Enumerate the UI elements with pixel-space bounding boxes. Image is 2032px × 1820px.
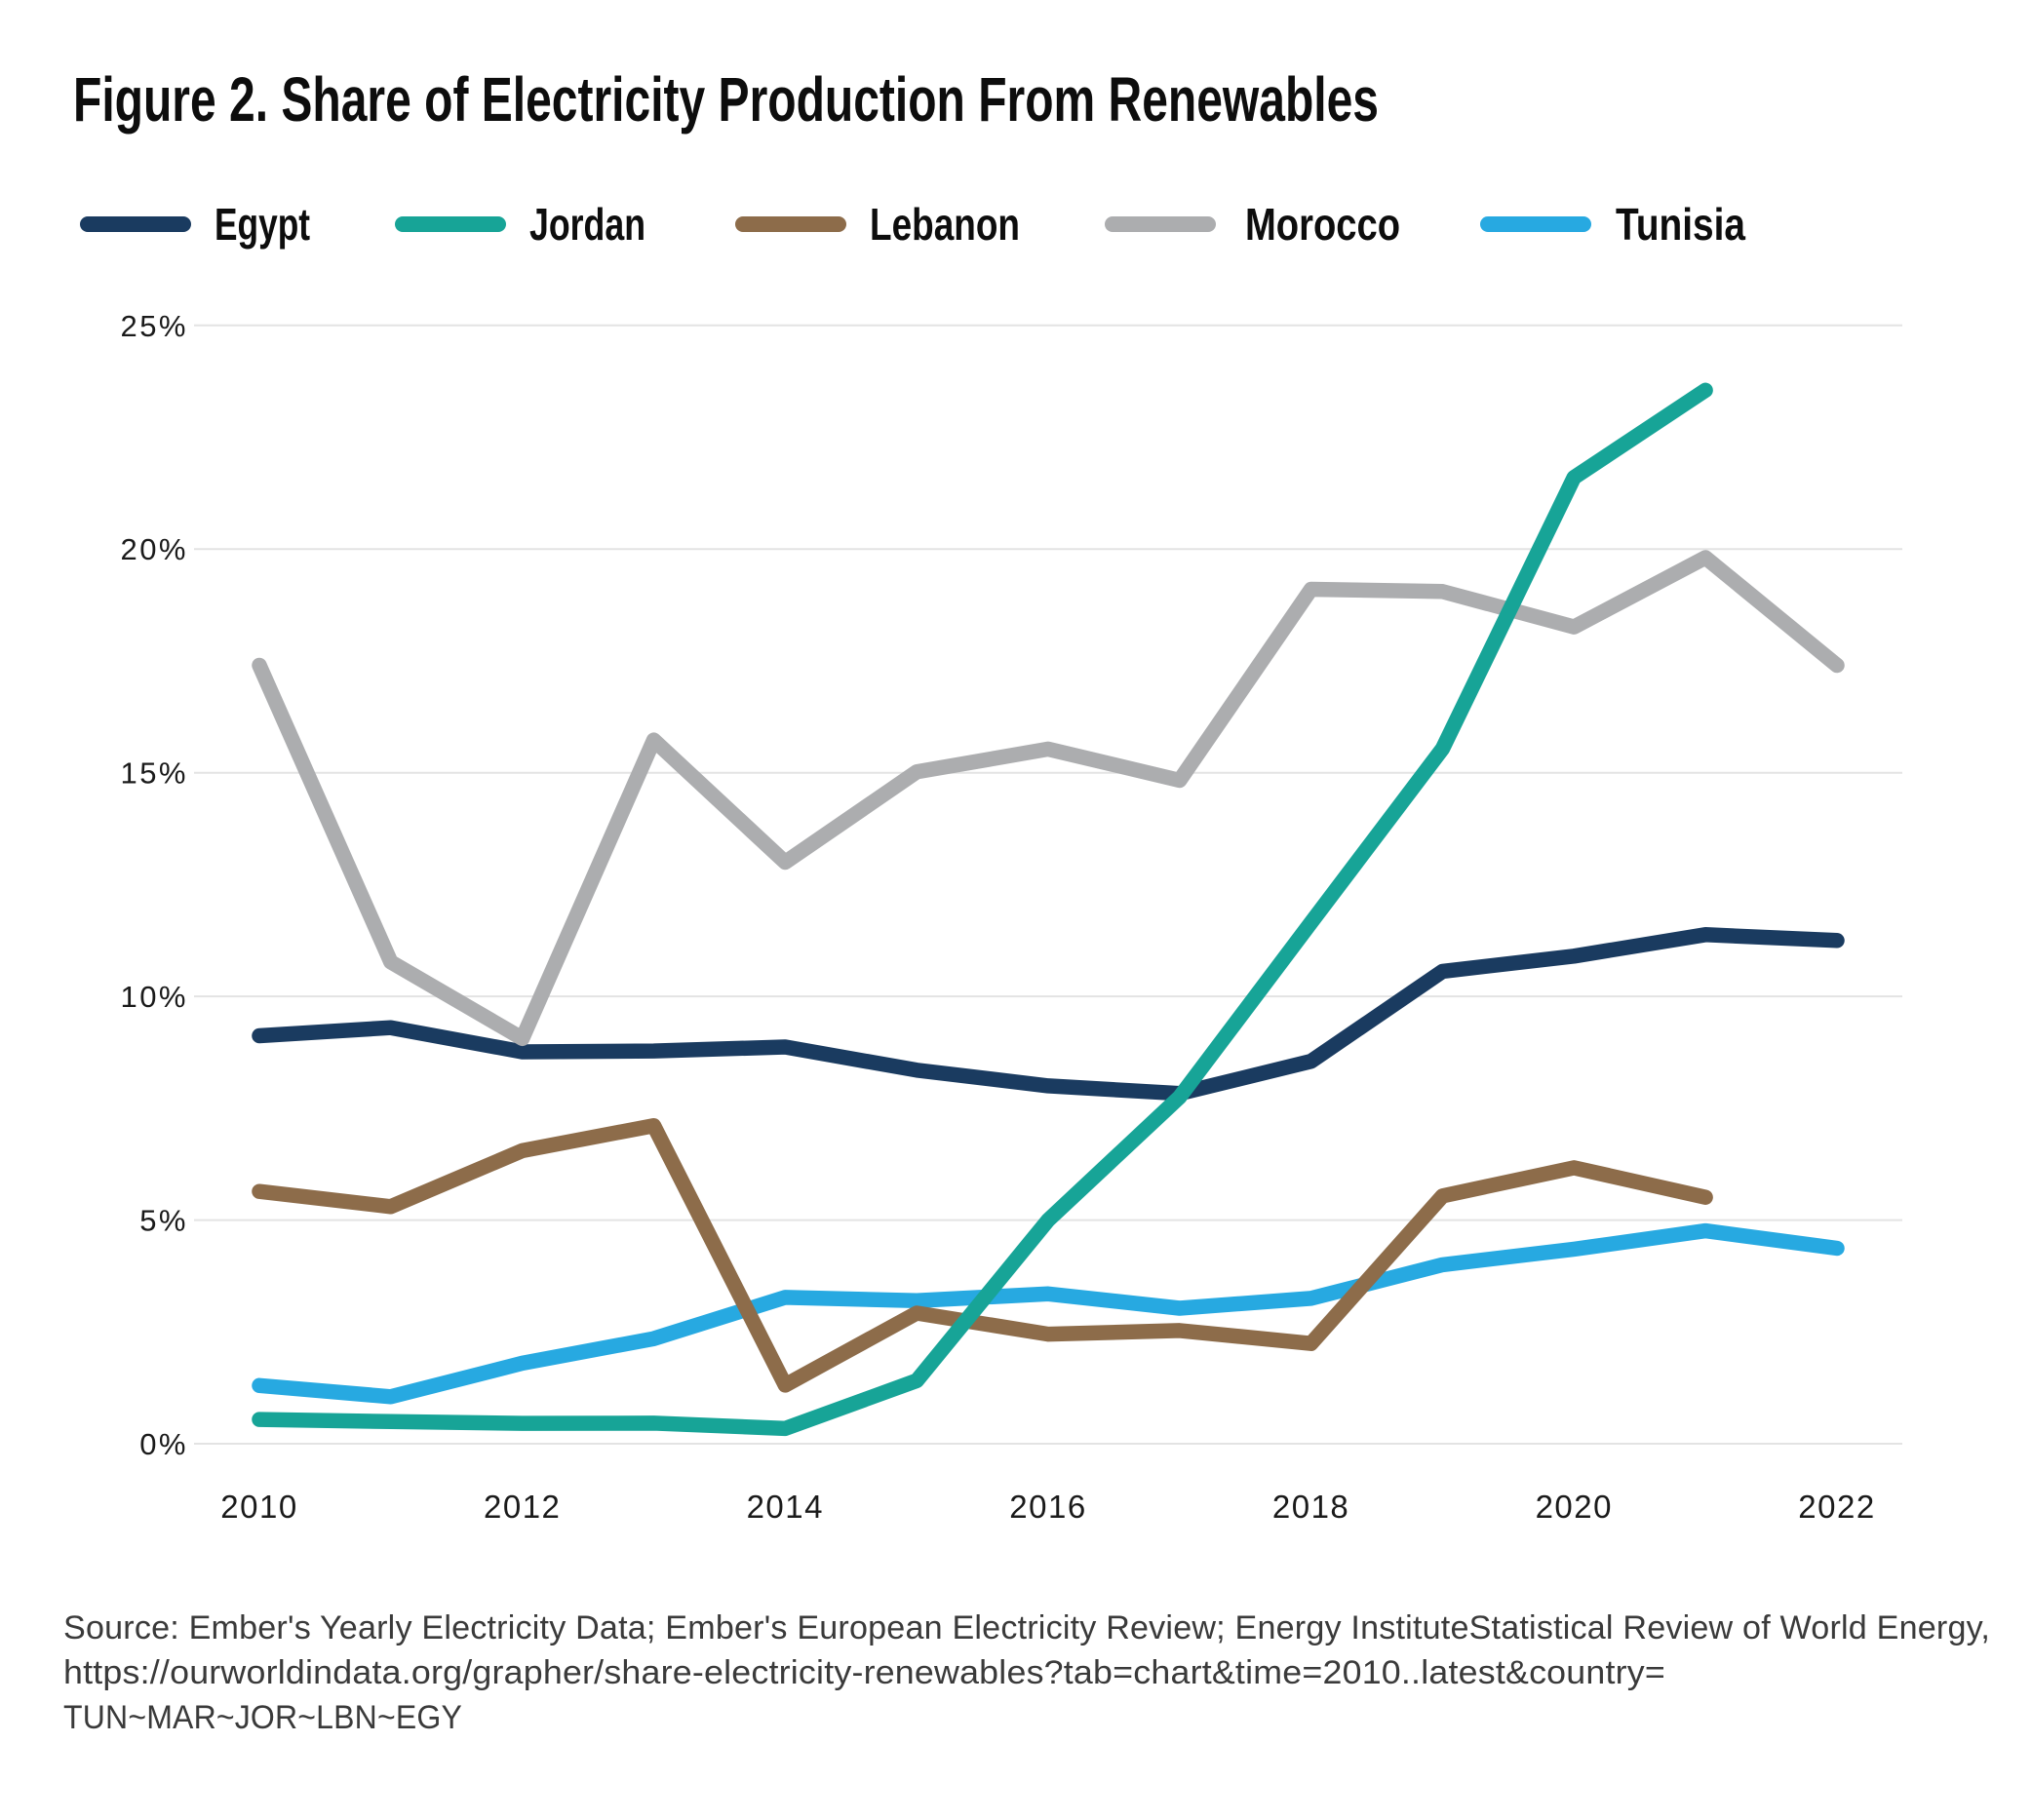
- svg-text:10%: 10%: [120, 980, 188, 1014]
- svg-text:25%: 25%: [120, 309, 188, 343]
- svg-text:Morocco: Morocco: [1245, 199, 1400, 250]
- svg-text:20%: 20%: [120, 532, 188, 566]
- svg-text:2014: 2014: [747, 1489, 824, 1525]
- svg-text:Lebanon: Lebanon: [870, 199, 1020, 250]
- svg-text:Figure 2. Share of Electricity: Figure 2. Share of Electricity Productio…: [73, 64, 1379, 135]
- svg-text:Tunisia: Tunisia: [1616, 199, 1745, 250]
- svg-text:Jordan: Jordan: [529, 199, 645, 250]
- svg-text:2018: 2018: [1272, 1489, 1349, 1525]
- svg-text:2020: 2020: [1536, 1489, 1613, 1525]
- svg-text:2022: 2022: [1798, 1489, 1875, 1525]
- svg-text:15%: 15%: [120, 756, 188, 791]
- svg-text:0%: 0%: [139, 1427, 188, 1461]
- svg-text:Source: Ember's Yearly Electri: Source: Ember's Yearly Electricity Data;…: [63, 1609, 1990, 1646]
- svg-text:TUN~MAR~JOR~LBN~EGY: TUN~MAR~JOR~LBN~EGY: [63, 1699, 462, 1736]
- svg-text:Egypt: Egypt: [215, 199, 310, 250]
- svg-text:5%: 5%: [139, 1204, 188, 1238]
- svg-text:2010: 2010: [220, 1489, 297, 1525]
- svg-text:https://ourworldindata.org/gra: https://ourworldindata.org/grapher/share…: [63, 1654, 1665, 1691]
- svg-text:2012: 2012: [484, 1489, 561, 1525]
- svg-text:2016: 2016: [1009, 1489, 1086, 1525]
